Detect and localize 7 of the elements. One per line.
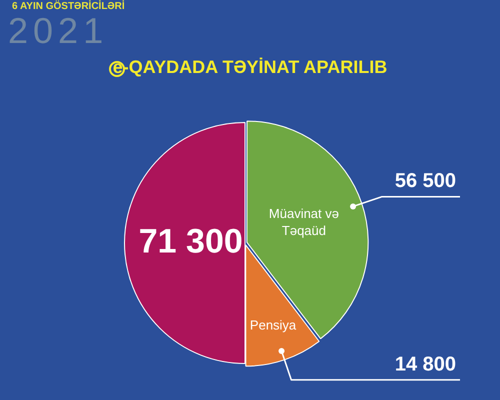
slice-label: Pensiya (250, 317, 297, 332)
chart-subtitle: 6 AYIN GÖSTƏRİCİLƏRİ (12, 1, 125, 13)
text: 2021 (8, 10, 108, 51)
data-label: 71 300 (138, 222, 243, 260)
data-label: 56 500 (394, 170, 456, 192)
data-label: 14 800 (394, 353, 456, 376)
slice-label: Müavinat və Təqaüd (268, 206, 339, 238)
